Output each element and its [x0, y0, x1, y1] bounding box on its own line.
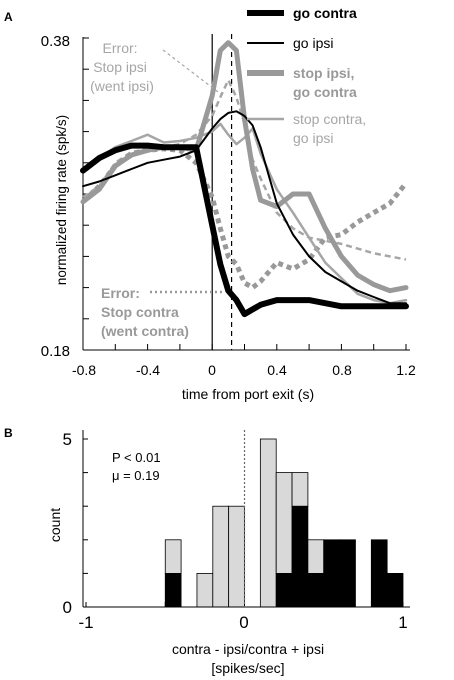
annotation-error-stop-ipsi-line2: Stop ipsi — [93, 59, 147, 75]
series-go-contra — [80, 142, 409, 318]
histogram-bar-contra-preferring — [164, 573, 182, 608]
panel-b-ytick-label: 0 — [63, 598, 72, 617]
panel-a-xtick-label: 0.4 — [267, 362, 287, 378]
panel-a-xtick-label: -0.4 — [136, 362, 160, 378]
annotation-error-stop-contra-line3: (went contra) — [101, 323, 189, 339]
panel-b-bars — [164, 438, 404, 608]
panel-b-stat-p: P < 0.01 — [112, 450, 161, 465]
annotation-error-stop-contra-line2: Stop contra — [101, 304, 179, 320]
annotation-error-stop-contra-line1: Error: — [101, 285, 140, 301]
panel-a-plot — [80, 34, 410, 351]
annotation-error-stop-ipsi: Error: Stop ipsi (went ipsi) — [90, 40, 154, 94]
panel-b-y-axis-label: count — [47, 508, 63, 542]
series-stop-contra-go-ipsi — [81, 122, 408, 305]
panel-a-xtick-label: 0.8 — [332, 362, 352, 378]
legend-label-stop-contra-line1: stop contra, — [293, 111, 366, 127]
legend-label-stop-ipsi-line2: go contra — [293, 84, 357, 100]
histogram-bar-nonsignificant — [307, 539, 325, 574]
histogram-bar-nonsignificant — [228, 505, 245, 608]
panel-b-label: B — [4, 426, 13, 440]
histogram-bar-contra-preferring — [386, 573, 404, 608]
panel-a-ytick-label-bottom: 0.18 — [41, 343, 70, 360]
histogram-bar-nonsignificant — [196, 573, 214, 608]
panel-a-legend: go contra go ipsi stop ipsi, go contra s… — [247, 5, 370, 146]
series-stop-ipsi-go-contra — [80, 40, 409, 294]
legend-label-stop-contra-line2: go ipsi — [293, 130, 333, 146]
panel-a-y-axis-label: normalized firing rate (spk/s) — [54, 115, 69, 285]
legend-label-go-contra: go contra — [293, 5, 357, 21]
legend-label-stop-contra: stop contra, go ipsi — [293, 111, 370, 146]
panel-a-series — [80, 40, 409, 318]
histogram-bar-contra-preferring — [323, 539, 341, 608]
panel-a-label: A — [4, 10, 13, 24]
histogram-bar-nonsignificant — [275, 472, 293, 574]
panel-b-ytick-label: 5 — [63, 430, 72, 449]
panel-b-plot — [82, 430, 410, 608]
histogram-bar-contra-preferring — [291, 505, 309, 608]
panel-a-x-ticks — [82, 344, 407, 350]
panel-b-ticks — [83, 438, 404, 608]
panel-a-xtick-label: -0.8 — [72, 362, 96, 378]
histogram-bar-nonsignificant — [291, 472, 309, 507]
annotation-error-stop-ipsi-line3: (went ipsi) — [90, 78, 154, 94]
panel-a-xtick-label: 1.2 — [396, 362, 416, 378]
legend-label-stop-ipsi-line1: stop ipsi, — [293, 65, 354, 81]
panel-b-x-axis-label-line1: contra - ipsi/contra + ipsi — [172, 641, 324, 657]
panel-b-x-axis-label-line2: [spikes/sec] — [211, 660, 284, 676]
histogram-bar-contra-preferring — [275, 573, 293, 608]
histogram-bar-nonsignificant — [164, 539, 182, 574]
histogram-bar-contra-preferring — [307, 573, 325, 608]
panel-b-xtick-label: 1 — [398, 613, 407, 632]
panel-b-xtick-label: -1 — [78, 613, 93, 632]
panel-b-xtick-label: 0 — [239, 613, 248, 632]
histogram-bar-contra-preferring — [370, 539, 388, 608]
annotation-error-stop-contra: Error: Stop contra (went contra) — [101, 285, 189, 339]
panel-a-ytick-label-top: 0.38 — [41, 33, 70, 50]
annotation-error-stop-ipsi-line1: Error: — [103, 40, 138, 56]
legend-label-go-ipsi: go ipsi — [293, 35, 333, 51]
panel-a-xtick-label: 0 — [208, 362, 216, 378]
panel-a-y-ticks — [83, 37, 89, 351]
legend-label-stop-ipsi: stop ipsi, go contra — [293, 65, 358, 100]
series-go-ipsi — [82, 110, 407, 305]
panel-b-stat-mu: μ = 0.19 — [112, 468, 160, 483]
annotation-error-stop-ipsi-pointer — [162, 49, 223, 96]
histogram-bar-contra-preferring — [339, 539, 356, 608]
panel-a-x-axis-label: time from port exit (s) — [182, 386, 314, 402]
histogram-bar-nonsignificant — [259, 438, 277, 608]
histogram-bar-nonsignificant — [212, 505, 230, 608]
